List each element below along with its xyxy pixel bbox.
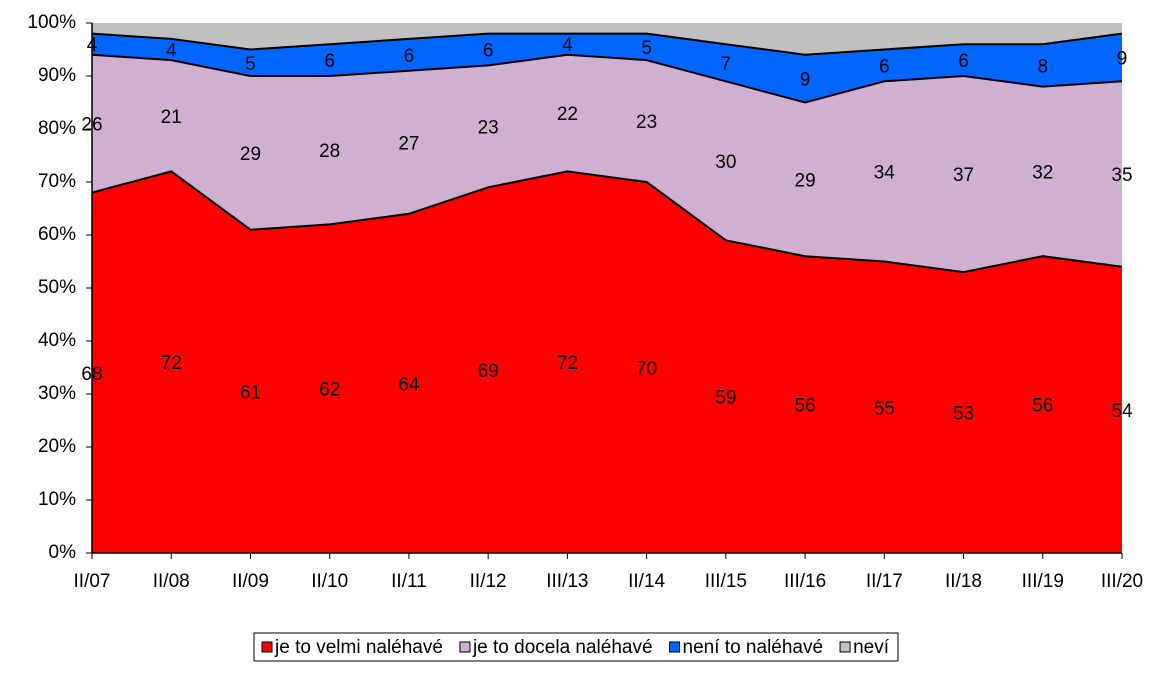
data-label: 7 (721, 54, 732, 75)
data-label: 27 (398, 133, 419, 154)
area (92, 33, 1122, 103)
data-label: 69 (478, 361, 499, 382)
y-tick-label: 40% (38, 330, 76, 351)
data-label: 6 (483, 41, 494, 62)
data-label: 6 (324, 51, 335, 72)
data-label: 28 (319, 141, 340, 162)
x-tick-label: II/10 (311, 571, 348, 592)
legend-label: je to velmi naléhavé (274, 637, 443, 658)
y-tick-label: 50% (38, 277, 76, 298)
x-tick-label: II/12 (470, 571, 507, 592)
data-label: 9 (800, 70, 811, 91)
data-label: 72 (557, 353, 578, 374)
y-tick-label: 0% (49, 542, 77, 563)
legend-marker (669, 641, 681, 653)
x-tick-label: II/07 (74, 571, 111, 592)
data-label: 5 (641, 38, 652, 59)
x-tick-label: II/18 (945, 571, 982, 592)
x-tick-label: II/14 (628, 571, 665, 592)
area-edge (91, 53, 1123, 104)
y-tick-label: 10% (38, 489, 76, 510)
x-tick-label: III/16 (784, 571, 826, 592)
data-label: 21 (161, 107, 182, 128)
legend-marker (459, 641, 471, 653)
data-label: 64 (398, 374, 420, 395)
area (92, 171, 1122, 553)
x-tick-label: II/09 (232, 571, 269, 592)
y-tick-label: 90% (38, 65, 76, 86)
data-label: 34 (874, 162, 896, 183)
data-label: 6 (879, 56, 890, 77)
data-label: 6 (404, 46, 415, 67)
data-label: 22 (557, 104, 578, 125)
x-tick-label: II/11 (391, 571, 427, 592)
legend-box (253, 632, 899, 662)
x-tick-label: III/19 (1022, 571, 1064, 592)
x-tick-label: III/15 (705, 571, 747, 592)
data-label: 54 (1111, 401, 1133, 422)
data-label: 35 (1111, 165, 1132, 186)
y-tick-label: 60% (38, 224, 76, 245)
data-label: 8 (1037, 56, 1048, 77)
x-tick-label: III/20 (1101, 571, 1143, 592)
data-label: 37 (953, 165, 974, 186)
area (92, 54, 1122, 273)
data-label: 59 (715, 388, 736, 409)
data-label: 56 (795, 396, 816, 417)
data-label: 5 (245, 54, 256, 75)
data-label: 30 (715, 152, 736, 173)
legend-label: není to naléhavé (683, 637, 824, 658)
data-label: 4 (562, 35, 573, 56)
y-tick-label: 20% (38, 436, 76, 457)
data-label: 32 (1032, 162, 1053, 183)
data-label: 9 (1117, 48, 1128, 69)
x-tick-label: III/13 (546, 571, 588, 592)
x-tick-label: II/17 (866, 571, 903, 592)
y-tick-label: 100% (27, 12, 76, 33)
legend-label: neví (853, 637, 890, 658)
area-edge (91, 170, 1123, 274)
y-tick-label: 80% (38, 118, 76, 139)
data-label: 72 (161, 353, 182, 374)
y-tick-label: 70% (38, 171, 76, 192)
data-label: 62 (319, 380, 340, 401)
data-label: 23 (636, 112, 657, 133)
data-label: 70 (636, 359, 657, 380)
data-label: 6 (958, 51, 969, 72)
x-tick-label: II/08 (153, 571, 190, 592)
data-label: 56 (1032, 396, 1053, 417)
data-label: 23 (478, 117, 499, 138)
area (92, 23, 1122, 55)
data-label: 29 (240, 144, 261, 165)
y-tick-label: 30% (38, 383, 76, 404)
legend-marker (839, 641, 851, 653)
area-edge (91, 32, 1123, 56)
data-label: 53 (953, 404, 974, 425)
legend-label: je to docela naléhavé (472, 637, 653, 658)
legend-marker (261, 641, 273, 653)
data-label: 61 (240, 382, 261, 403)
data-label: 4 (166, 41, 177, 62)
data-label: 55 (874, 398, 895, 419)
data-label: 29 (795, 170, 816, 191)
